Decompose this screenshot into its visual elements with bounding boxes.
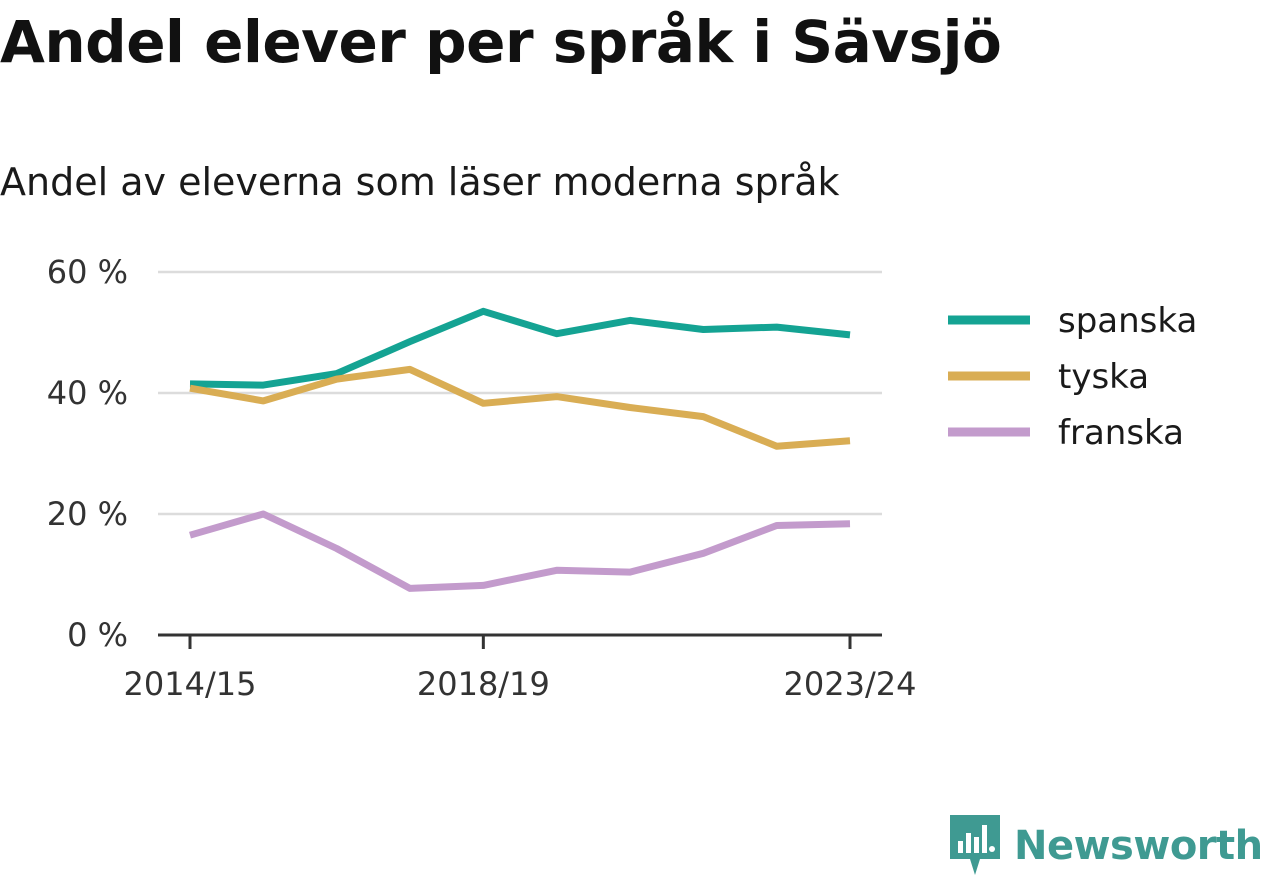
brand-name: Newsworthy xyxy=(1014,823,1262,869)
chart-title: Andel elever per språk i Sävsjö xyxy=(0,8,1002,76)
x-tick-label: 2014/15 xyxy=(124,665,257,703)
grid-lines xyxy=(158,270,882,516)
series-line-franska xyxy=(189,510,851,592)
y-tick-label: 20 % xyxy=(47,495,128,533)
y-tick-label: 0 % xyxy=(67,616,128,654)
brand-logo: Newsworthy xyxy=(950,815,1262,877)
legend-label-franska: franska xyxy=(1058,413,1184,453)
newsworthy-logo-icon xyxy=(950,815,1000,875)
y-tick-label: 60 % xyxy=(47,253,128,291)
x-tick-label: 2018/19 xyxy=(417,665,550,703)
legend-label-tyska: tyska xyxy=(1058,357,1149,397)
legend-label-spanska: spanska xyxy=(1058,301,1197,341)
y-axis-labels: 0 % 20 % 40 % 60 % xyxy=(47,253,128,654)
series-lines xyxy=(189,307,851,592)
x-axis: 2014/15 2018/19 2023/24 xyxy=(124,633,917,703)
x-tick-label: 2023/24 xyxy=(784,665,917,703)
legend: spanska tyska franska xyxy=(948,301,1197,453)
series-line-spanska xyxy=(189,307,851,389)
y-tick-label: 40 % xyxy=(47,374,128,412)
series-line-tyska xyxy=(189,365,851,450)
chart-subtitle: Andel av eleverna som läser moderna språ… xyxy=(0,160,840,204)
